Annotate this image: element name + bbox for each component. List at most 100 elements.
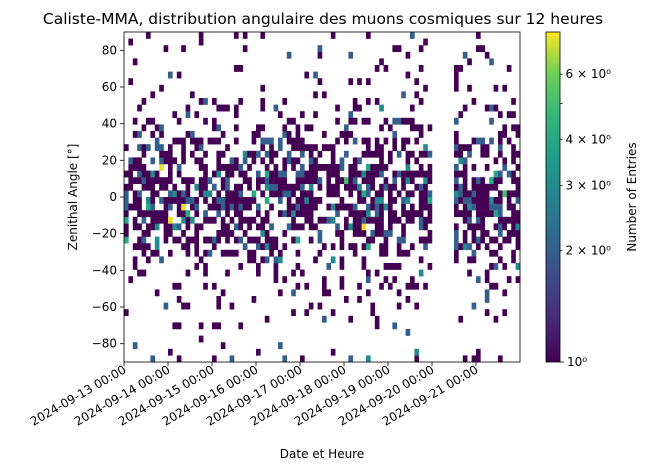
heatmap-cell — [401, 236, 406, 244]
heatmap-cell — [216, 157, 222, 165]
heatmap-cell — [471, 98, 477, 105]
heatmap-cell — [361, 230, 367, 237]
heatmap-cell — [511, 177, 516, 185]
heatmap-cell — [198, 32, 204, 39]
heatmap-cell — [374, 190, 380, 198]
heatmap-cell — [374, 144, 380, 152]
heatmap-cell — [352, 117, 358, 125]
heatmap-cell — [251, 150, 257, 158]
heatmap-cell — [247, 236, 252, 244]
heatmap-cell — [454, 249, 459, 257]
heatmap-cell — [339, 282, 345, 290]
heatmap-cell — [264, 230, 270, 237]
heatmap-cell — [476, 45, 481, 53]
heatmap-cell — [476, 243, 481, 251]
heatmap-cell — [141, 150, 147, 158]
heatmap-cell — [454, 78, 459, 86]
heatmap-cell — [374, 230, 380, 237]
heatmap-cell — [181, 243, 186, 251]
heatmap-cell — [423, 84, 428, 92]
heatmap-cell — [366, 216, 371, 224]
heatmap-cell — [489, 203, 494, 211]
heatmap-cell — [388, 223, 393, 231]
heatmap-cell — [335, 223, 340, 231]
heatmap-cell — [515, 230, 521, 237]
heatmap-cell — [168, 157, 173, 165]
y-tick-label: −20 — [92, 227, 117, 241]
heatmap-cell — [484, 164, 490, 171]
heatmap-cell — [247, 256, 252, 264]
heatmap-cell — [212, 282, 217, 290]
heatmap-cell — [198, 164, 204, 171]
heatmap-cell — [515, 216, 521, 224]
heatmap-cell — [269, 144, 274, 152]
heatmap-cell — [484, 104, 490, 112]
heatmap-cell — [392, 322, 398, 330]
heatmap-cell — [181, 230, 186, 237]
heatmap-cell — [163, 197, 169, 204]
heatmap-cell — [458, 157, 464, 165]
heatmap-cell — [172, 236, 178, 244]
heatmap-cell — [484, 309, 490, 317]
heatmap-cell — [480, 216, 486, 224]
heatmap-cell — [418, 65, 424, 72]
heatmap-cell — [366, 243, 371, 251]
heatmap-cell — [238, 170, 244, 178]
heatmap-cell — [128, 170, 134, 178]
heatmap-cell — [454, 197, 459, 204]
heatmap-cell — [383, 117, 389, 125]
heatmap-cell — [304, 197, 310, 204]
heatmap-cell — [220, 289, 226, 297]
heatmap-cell — [216, 164, 222, 171]
heatmap-cell — [300, 111, 305, 119]
heatmap-cell — [216, 150, 222, 158]
heatmap-cell — [352, 203, 358, 211]
heatmap-cell — [489, 197, 494, 204]
heatmap-cell — [137, 203, 142, 211]
heatmap-cell — [132, 190, 138, 198]
heatmap-cell — [370, 216, 376, 224]
heatmap-cell — [480, 45, 486, 53]
heatmap-cell — [313, 144, 318, 152]
heatmap-cell — [300, 197, 305, 204]
heatmap-cell — [203, 183, 208, 191]
heatmap-cell — [326, 216, 332, 224]
heatmap-cell — [392, 210, 398, 218]
colorbar-ticks: 10⁰ 2 × 10⁰ 3 × 10⁰ 4 × 10⁰ 6 × 10⁰ — [560, 67, 611, 369]
heatmap-cell — [150, 183, 156, 191]
heatmap-cell — [168, 203, 173, 211]
heatmap-cell — [423, 243, 428, 251]
heatmap-cell — [185, 197, 191, 204]
heatmap-cell — [185, 177, 191, 185]
heatmap-cell — [480, 137, 486, 145]
heatmap-cell — [405, 164, 411, 171]
heatmap-cell — [264, 243, 270, 251]
heatmap-cell — [273, 269, 279, 277]
heatmap-cell — [471, 137, 477, 145]
heatmap-cell — [163, 302, 169, 310]
y-tick-label: −40 — [92, 263, 117, 277]
heatmap-cell — [185, 249, 191, 257]
heatmap-cell — [344, 124, 349, 132]
heatmap-cell — [484, 269, 490, 277]
heatmap-cell — [128, 177, 134, 185]
heatmap-cell — [317, 183, 323, 191]
heatmap-cell — [146, 210, 151, 218]
heatmap-cell — [251, 157, 257, 165]
heatmap-cell — [396, 170, 402, 178]
heatmap-cell — [467, 210, 472, 218]
heatmap-cell — [383, 65, 389, 72]
heatmap-cell — [247, 183, 252, 191]
heatmap-cell — [286, 183, 292, 191]
heatmap-cell — [295, 249, 301, 257]
heatmap-cell — [141, 236, 147, 244]
heatmap-cell — [286, 210, 292, 218]
heatmap-cell — [141, 249, 147, 257]
heatmap-cell — [418, 183, 424, 191]
heatmap-cell — [388, 157, 393, 165]
heatmap-cell — [181, 137, 186, 145]
heatmap-cell — [300, 164, 305, 171]
heatmap-cell — [137, 144, 142, 152]
heatmap-cell — [168, 71, 173, 79]
heatmap-cell — [198, 223, 204, 231]
